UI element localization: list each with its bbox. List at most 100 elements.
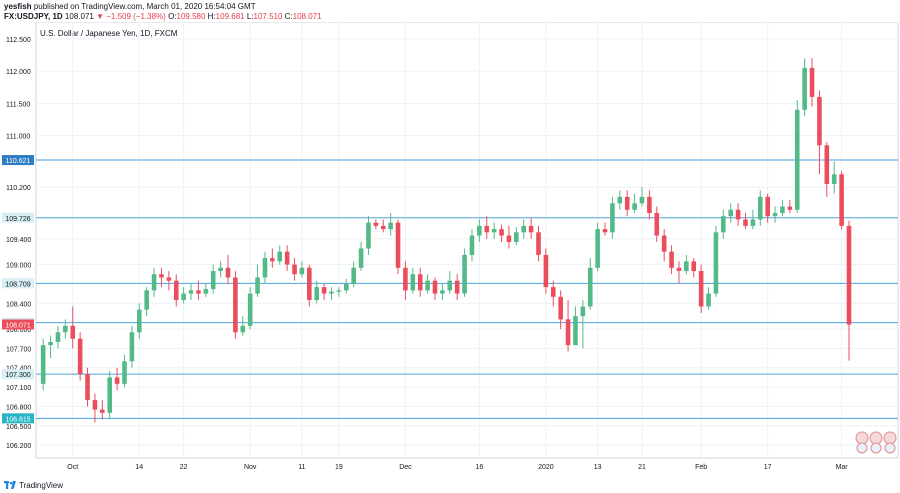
candle-up bbox=[617, 196, 623, 204]
y-tick-label: 108.400 bbox=[6, 301, 31, 308]
candle-up bbox=[580, 306, 586, 317]
y-tick-label: 106.500 bbox=[6, 424, 31, 431]
candle-down bbox=[558, 296, 563, 320]
y-tick-label: 107.700 bbox=[6, 346, 31, 353]
price-axis[interactable]: 112.500 112.000 111.500 111.000 110.200 109.4… bbox=[6, 37, 31, 450]
candle-down bbox=[661, 235, 667, 252]
candle-down bbox=[114, 377, 120, 384]
candle-down bbox=[225, 267, 231, 278]
candle-down bbox=[647, 196, 652, 213]
candle-up bbox=[107, 377, 113, 413]
candle-up bbox=[831, 174, 837, 184]
chart-header: yesfish published on TradingView.com, Ma… bbox=[4, 2, 884, 22]
y-tick-label: 112.000 bbox=[6, 69, 31, 76]
candle-up bbox=[750, 219, 756, 226]
chart-title: U.S. Dollar / Japanese Yen, 1D, FXCM bbox=[40, 29, 178, 38]
level-badge bbox=[2, 369, 34, 380]
candle-up bbox=[136, 309, 142, 333]
x-tick-label: 16 bbox=[475, 464, 483, 471]
candle-up bbox=[40, 345, 46, 384]
candle-down bbox=[270, 258, 275, 262]
candle-up bbox=[255, 277, 260, 294]
candle-up bbox=[329, 291, 334, 294]
level-badge-label: 106.615 bbox=[5, 416, 30, 423]
candle-down bbox=[92, 399, 98, 410]
candle-up bbox=[343, 283, 349, 291]
candle-down bbox=[536, 232, 541, 255]
candle-down bbox=[676, 267, 682, 272]
candle-up bbox=[684, 261, 689, 272]
x-tick-label: 2020 bbox=[538, 464, 554, 471]
candle-down bbox=[432, 280, 438, 294]
candle-down bbox=[307, 267, 312, 301]
candle-down bbox=[528, 225, 534, 233]
candle-down bbox=[380, 225, 386, 230]
x-tick-label: 14 bbox=[135, 464, 143, 471]
candle-up bbox=[802, 67, 807, 110]
candle-up bbox=[757, 196, 763, 220]
low-value: 107.510 bbox=[253, 12, 283, 21]
candle-down bbox=[233, 277, 238, 333]
candle-down bbox=[743, 219, 748, 226]
x-tick-label: 13 bbox=[594, 464, 602, 471]
candle-down bbox=[846, 225, 852, 325]
y-tick-label: 109.000 bbox=[6, 263, 31, 270]
last-price-badge bbox=[2, 319, 34, 330]
candle-down bbox=[765, 196, 770, 217]
candle-up bbox=[772, 212, 778, 217]
candle-up bbox=[514, 232, 519, 242]
candle-down bbox=[100, 409, 105, 413]
candle-up bbox=[314, 287, 320, 301]
candle-down bbox=[787, 206, 793, 210]
candle-down bbox=[602, 229, 608, 233]
candle-down bbox=[624, 196, 630, 210]
level-badge-label: 107.300 bbox=[5, 372, 30, 379]
candle-down bbox=[824, 145, 830, 184]
x-tick-label: 11 bbox=[298, 464, 305, 471]
candle-up bbox=[728, 209, 734, 217]
level-badge bbox=[2, 413, 34, 424]
candle-up bbox=[440, 290, 445, 294]
high-value: 109.681 bbox=[215, 12, 245, 21]
y-tick-label: 108.000 bbox=[6, 327, 31, 334]
candle-up bbox=[610, 203, 615, 233]
candle-down bbox=[506, 235, 512, 242]
x-tick-label: Mar bbox=[836, 464, 849, 471]
candle-up bbox=[247, 293, 253, 326]
horizontal-levels[interactable] bbox=[36, 159, 898, 419]
close-label: C: bbox=[284, 12, 293, 21]
flags-icon[interactable] bbox=[855, 431, 897, 454]
candle-up bbox=[240, 325, 246, 333]
close-value: 108.071 bbox=[292, 12, 322, 21]
candle-up bbox=[477, 225, 482, 236]
candle-down bbox=[654, 212, 660, 236]
x-tick-label: 19 bbox=[335, 464, 343, 471]
candle-down bbox=[484, 225, 490, 233]
candles bbox=[40, 58, 852, 423]
footer: TradingView bbox=[4, 478, 63, 492]
author-name[interactable]: yesfish bbox=[4, 2, 32, 11]
candle-up bbox=[299, 267, 305, 275]
candle-down bbox=[77, 338, 83, 375]
tradingview-brand[interactable]: TradingView bbox=[19, 480, 64, 490]
x-tick-label: 17 bbox=[764, 464, 772, 471]
level-badge bbox=[2, 278, 34, 289]
open-value: 109.580 bbox=[176, 12, 206, 21]
level-badge-label: 108.709 bbox=[5, 281, 30, 288]
candle-up bbox=[55, 332, 61, 342]
level-badge bbox=[2, 212, 34, 223]
candle-up bbox=[366, 222, 371, 249]
time-axis[interactable]: Oct 14 22 Nov 11 19 Dec 16 2020 13 21 Feb 17 Mar bbox=[67, 464, 848, 471]
candle-down bbox=[565, 319, 571, 346]
y-tick-label: 110.200 bbox=[6, 185, 31, 192]
candle-down bbox=[417, 274, 423, 291]
high-label: H: bbox=[207, 12, 216, 21]
candle-down bbox=[403, 267, 408, 291]
candle-up bbox=[410, 274, 416, 291]
candle-up bbox=[491, 229, 497, 233]
plot-area[interactable] bbox=[35, 22, 899, 459]
candle-up bbox=[721, 216, 726, 233]
candle-up bbox=[595, 229, 600, 268]
candle-down bbox=[691, 261, 697, 272]
price-chart[interactable]: U.S. Dollar / Japanese Yen, 1D, FXCM 112… bbox=[0, 22, 900, 478]
